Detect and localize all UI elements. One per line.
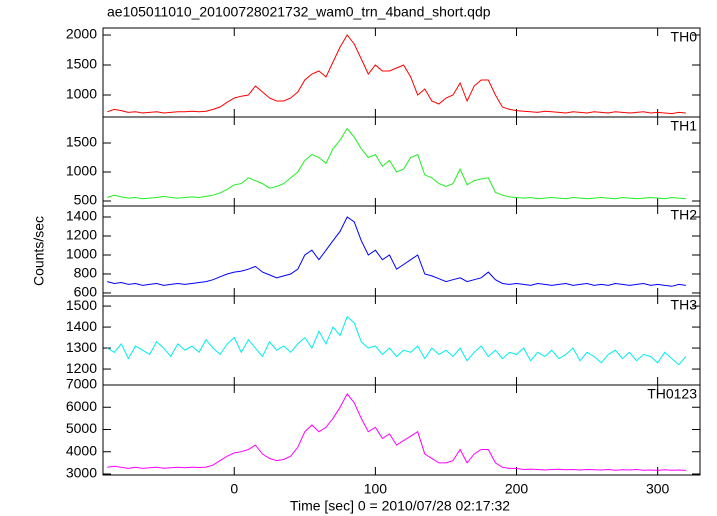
y-tick-label: 5000 — [66, 420, 97, 436]
y-tick-label: 1500 — [66, 297, 97, 313]
x-tick-label: 200 — [505, 481, 529, 497]
light-curve — [107, 34, 686, 115]
y-tick-label: 1400 — [66, 318, 97, 334]
y-tick-label: 7000 — [66, 376, 97, 392]
panel-frame — [102, 205, 701, 297]
y-tick-label: 1200 — [66, 227, 97, 243]
light-curve — [107, 127, 686, 200]
panel-label: TH0123 — [647, 386, 697, 402]
x-axis-label: Time [sec] 0 = 2010/07/28 02:17:32 — [290, 498, 510, 514]
chart-title: ae105011010_20100728021732_wam0_trn_4ban… — [107, 4, 491, 20]
y-tick-label: 1500 — [66, 134, 97, 150]
y-tick-label: 800 — [74, 265, 98, 281]
light-curve — [107, 392, 686, 471]
panel-frame — [102, 116, 701, 207]
y-tick-label: 1000 — [66, 163, 97, 179]
light-curve — [106, 315, 687, 366]
panel-label: TH2 — [671, 207, 698, 223]
light-curve — [107, 216, 686, 287]
panel-frame — [102, 27, 701, 118]
panel-frame — [102, 384, 701, 476]
y-tick-label: 1200 — [66, 360, 97, 376]
panel-frame — [102, 295, 701, 386]
y-axis-label: Counts/sec — [31, 216, 47, 286]
panel-label: TH1 — [671, 118, 698, 134]
panel-label: TH3 — [671, 297, 698, 313]
x-tick-label: 300 — [646, 481, 670, 497]
x-tick-label: 100 — [364, 481, 388, 497]
y-tick-label: 1000 — [66, 246, 97, 262]
y-tick-label: 3000 — [66, 465, 97, 481]
y-tick-label: 1500 — [66, 56, 97, 72]
y-tick-label: 4000 — [66, 442, 97, 458]
panel-label: TH0 — [671, 29, 698, 45]
y-tick-label: 1300 — [66, 339, 97, 355]
y-tick-label: 1000 — [66, 86, 97, 102]
y-tick-label: 500 — [74, 192, 98, 208]
x-tick-label: 0 — [230, 481, 238, 497]
y-tick-label: 600 — [74, 284, 98, 300]
y-tick-label: 6000 — [66, 398, 97, 414]
y-tick-label: 1400 — [66, 208, 97, 224]
y-tick-label: 2000 — [66, 26, 97, 42]
